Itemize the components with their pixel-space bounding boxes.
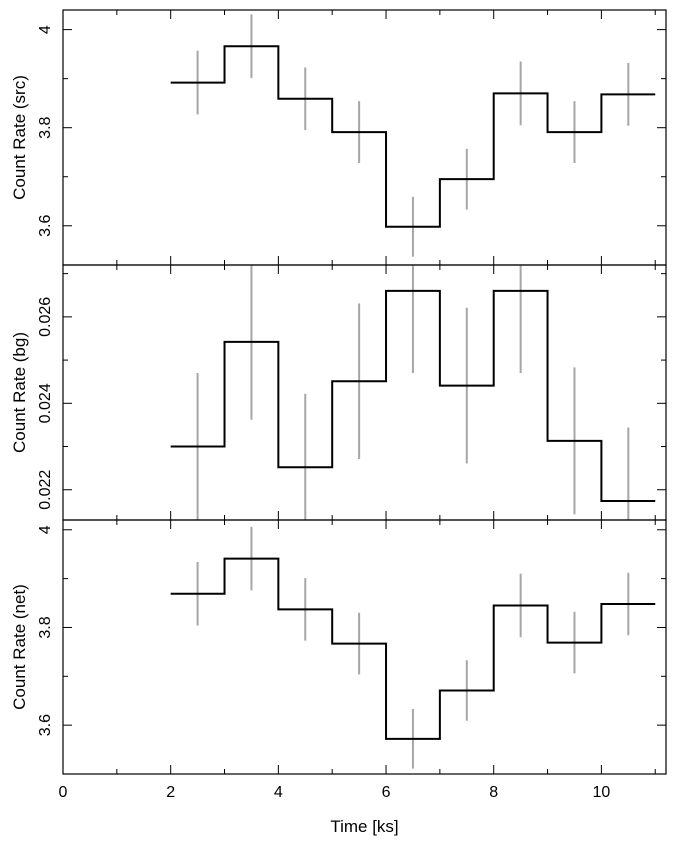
plot-frame — [62, 519, 667, 775]
y-axis-label: Count Rate (src) — [10, 75, 29, 200]
y-axis-label: Count Rate (bg) — [10, 332, 29, 453]
panel-3: 3.6 3.8 4 Count Rate (net) 0 2 4 6 8 10 Time [ks] — [10, 519, 667, 836]
x-tick-label: 4 — [274, 784, 283, 801]
y-tick-label: 3.6 — [37, 215, 54, 237]
y-tick-label: 3.8 — [37, 116, 54, 138]
x-tick-label: 2 — [166, 784, 175, 801]
step-line — [170, 289, 656, 502]
x-tick-label: 6 — [382, 784, 391, 801]
y-tick-label: 3.6 — [37, 714, 54, 736]
x-tick-label: 0 — [59, 784, 68, 801]
y-tick-label: 4 — [37, 525, 54, 534]
y-tick-label: 3.8 — [37, 616, 54, 638]
x-tick-label: 10 — [592, 784, 610, 801]
y-tick-label: 0.026 — [37, 297, 54, 337]
step-line — [170, 45, 656, 228]
y-axis-label: Count Rate (net) — [10, 584, 29, 710]
y-tick-label: 4 — [37, 25, 54, 34]
step-line — [170, 557, 656, 740]
x-axis-label: Time [ks] — [330, 817, 398, 836]
y-tick-label: 0.022 — [37, 470, 54, 510]
plot-frame — [62, 9, 667, 266]
plot-frame — [62, 264, 667, 521]
x-tick-label: 8 — [489, 784, 498, 801]
panel-1: 3.6 3.8 4 Count Rate (src) — [10, 9, 667, 266]
y-tick-label: 0.024 — [37, 383, 54, 423]
panel-2: 0.022 0.024 0.026 Count Rate (bg) — [10, 264, 667, 521]
